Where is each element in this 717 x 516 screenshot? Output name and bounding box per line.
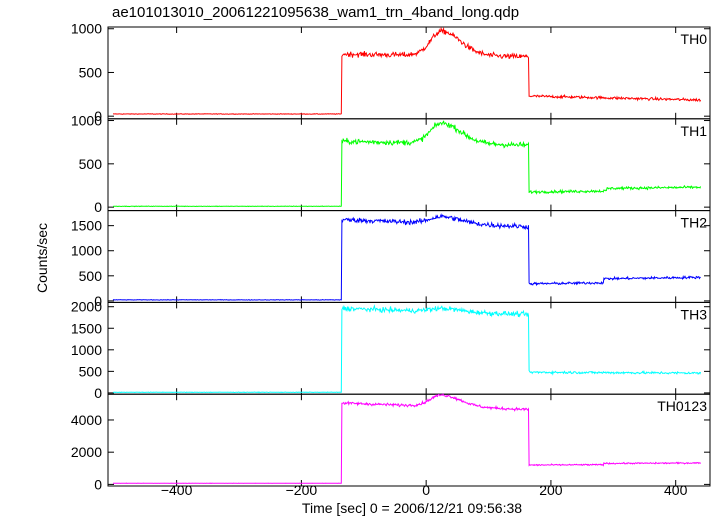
y-tick-label: 1000: [71, 243, 102, 259]
y-tick-label: 0: [94, 385, 102, 401]
x-tick-label: 0: [422, 482, 430, 498]
series-label: TH0: [681, 31, 708, 47]
panel-th2: 0 500 1000 1500 TH2: [71, 210, 711, 309]
y-tick-label: 2000: [71, 444, 102, 460]
panel-frame: [107, 26, 711, 120]
y-tick-label: 1500: [71, 218, 102, 234]
series-line-th1: [112, 120, 702, 208]
y-tick-label: 2000: [71, 299, 102, 315]
panel-frame: [107, 393, 711, 487]
x-tick-label: 400: [664, 482, 688, 498]
chart-title: ae101013010_20061221095638_wam1_trn_4ban…: [112, 4, 519, 21]
y-tick-label: 0: [94, 476, 102, 492]
series-line-th0123: [113, 393, 701, 484]
series-line-th2: [112, 213, 701, 301]
y-tick-label: 1000: [71, 113, 102, 129]
y-tick-label: 500: [79, 64, 103, 80]
y-tick-label: 1000: [71, 21, 102, 37]
y-tick-label: 1000: [71, 342, 102, 358]
series-line-th3: [112, 304, 702, 394]
x-axis-label: Time [sec] 0 = 2006/12/21 09:56:38: [302, 500, 522, 516]
series-label: TH2: [681, 215, 708, 231]
x-tick-label: −400: [161, 482, 193, 498]
y-tick-label: 0: [94, 293, 102, 309]
chart-panels: 0 500 1000 TH0 0 500 1000 TH1 0 500 1000 1500 TH2 0 50…: [71, 21, 711, 492]
panel-th3: 0 500 1000 1500 2000 TH3: [71, 299, 711, 401]
panel-frame: [107, 301, 711, 395]
x-axis: −400 −200 0 200 400: [161, 482, 688, 498]
series-label: TH0123: [657, 398, 707, 414]
y-tick-label: 500: [79, 363, 103, 379]
y-tick-label: 500: [79, 268, 103, 284]
y-tick-label: 0: [94, 108, 102, 124]
y-tick-label: 500: [79, 156, 103, 172]
y-tick-label: 0: [94, 199, 102, 215]
panel-th1: 0 500 1000 TH1: [71, 113, 711, 215]
y-axis-label: Counts/sec: [34, 223, 50, 293]
series-label: TH3: [681, 306, 708, 322]
panel-frame: [107, 118, 711, 212]
x-tick-label: 200: [539, 482, 563, 498]
y-tick-label: 4000: [71, 412, 102, 428]
panel-th0123: 0 2000 4000 TH0123: [71, 393, 711, 492]
x-tick-label: −200: [286, 482, 318, 498]
panel-th0: 0 500 1000 TH0: [71, 21, 711, 124]
y-tick-label: 1500: [71, 320, 102, 336]
series-label: TH1: [681, 123, 708, 139]
series-line-th0: [113, 26, 702, 115]
